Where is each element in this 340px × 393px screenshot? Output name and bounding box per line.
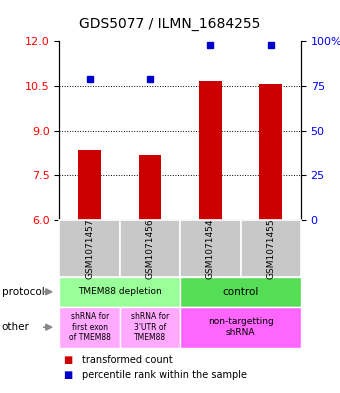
Bar	[259, 84, 282, 220]
Text: protocol: protocol	[2, 287, 45, 297]
Text: ■: ■	[63, 354, 72, 365]
Text: GSM1071454: GSM1071454	[206, 219, 215, 279]
Text: control: control	[222, 287, 259, 297]
Text: shRNA for
first exon
of TMEM88: shRNA for first exon of TMEM88	[69, 312, 110, 342]
Text: GSM1071456: GSM1071456	[146, 218, 154, 279]
Text: percentile rank within the sample: percentile rank within the sample	[82, 370, 246, 380]
Text: non-targetting
shRNA: non-targetting shRNA	[208, 318, 273, 337]
Bar	[139, 154, 162, 220]
Text: GSM1071455: GSM1071455	[266, 218, 275, 279]
Text: ■: ■	[63, 370, 72, 380]
Text: GSM1071457: GSM1071457	[85, 218, 94, 279]
Text: TMEM88 depletion: TMEM88 depletion	[78, 287, 162, 296]
Text: transformed count: transformed count	[82, 354, 172, 365]
Text: GDS5077 / ILMN_1684255: GDS5077 / ILMN_1684255	[79, 17, 261, 31]
Text: other: other	[2, 322, 30, 332]
Bar	[199, 81, 222, 220]
Bar	[78, 150, 101, 220]
Text: shRNA for
3'UTR of
TMEM88: shRNA for 3'UTR of TMEM88	[131, 312, 169, 342]
